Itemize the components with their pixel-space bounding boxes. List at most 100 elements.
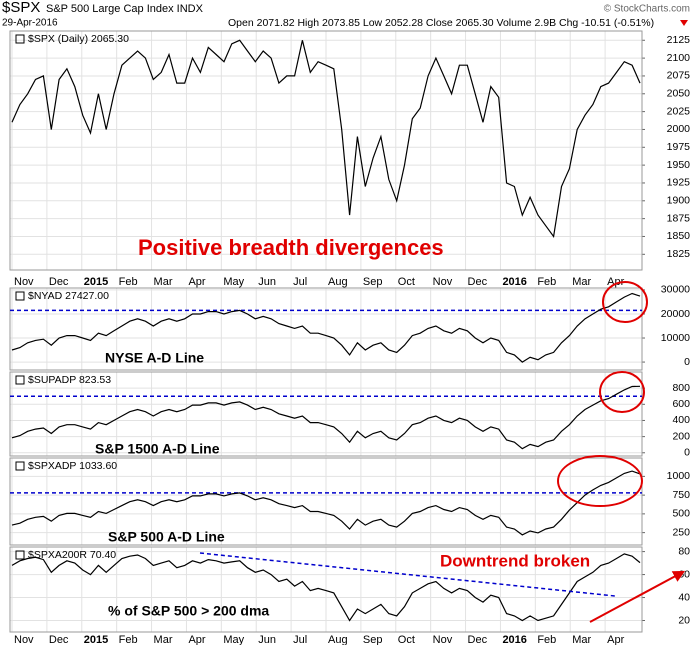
y-tick-label: 1850 [667,230,691,242]
y-tick-label: 1925 [667,177,691,189]
y-tick-label: 400 [672,414,690,426]
x-tick-label: Aug [328,276,348,288]
x-tick-label: Oct [398,276,415,288]
panel-frame [9,30,643,271]
x-tick-label: Jul [293,276,307,288]
x-tick-label: 2016 [502,276,526,288]
x-tick-label: Feb [119,276,138,288]
annotation: NYSE A-D Line [105,350,204,366]
mark-layer: 1825185018751900192519501975200020252050… [9,30,691,645]
series-line [11,385,641,450]
annotation: Downtrend broken [440,551,590,570]
annotation: Positive breadth divergences [138,235,444,260]
down-arrow [680,20,688,26]
quote: Open 2071.82 High 2073.85 Low 2052.28 Cl… [228,17,654,29]
legend-swatch [15,461,25,471]
y-tick-label: 2050 [667,88,691,100]
y-tick-label: 1950 [667,159,691,171]
annotation: S&P 1500 A-D Line [95,441,220,457]
x-tick-label: Feb [537,634,556,645]
symbol: $SPX [2,0,40,16]
y-tick-label: 2000 [667,123,691,135]
series-line [11,470,641,536]
y-tick-label: 10000 [661,332,690,344]
x-tick-label: 2015 [84,634,108,645]
legend-swatch [15,34,25,44]
y-tick-label: 0 [684,356,690,368]
y-tick-label: 20000 [661,308,690,320]
y-tick-label: 1900 [667,195,691,207]
legend: $NYAD 27427.00 [28,290,109,302]
panel-frame [9,287,643,371]
x-tick-label: Apr [607,634,624,645]
y-tick-label: 1000 [667,470,691,482]
x-tick-label: Sep [363,634,383,645]
y-tick-label: 200 [672,430,690,442]
y-tick-label: 80 [678,545,690,557]
y-tick-label: 1825 [667,248,691,260]
highlight-circle [599,371,645,413]
credit: © StockCharts.com [604,4,690,15]
y-tick-label: 800 [672,382,690,394]
y-tick-label: 40 [678,591,690,603]
x-tick-label: Apr [607,276,624,288]
x-tick-label: Nov [433,634,453,645]
series-line [11,39,641,239]
series-line [11,553,641,622]
legend: $SPX (Daily) 2065.30 [28,33,129,45]
x-tick-label: May [223,276,244,288]
x-tick-label: Feb [537,276,556,288]
y-tick-label: 2025 [667,105,691,117]
y-tick-label: 2075 [667,70,691,82]
x-tick-label: Apr [188,634,205,645]
x-tick-label: Mar [154,276,173,288]
x-tick-label: Oct [398,634,415,645]
x-tick-label: Sep [363,276,383,288]
y-tick-label: 500 [672,508,690,520]
x-tick-label: Jun [258,634,276,645]
y-tick-label: 0 [684,447,690,459]
x-tick-label: Dec [49,276,69,288]
y-tick-label: 1975 [667,141,691,153]
y-tick-label: 30000 [661,284,690,296]
date: 29-Apr-2016 [2,18,58,29]
panel-frame [9,457,643,546]
legend: $SPXADP 1033.60 [28,460,117,472]
highlight-circle [602,281,648,323]
panel-frame [9,371,643,457]
x-tick-label: Mar [154,634,173,645]
y-tick-label: 250 [672,526,690,538]
x-tick-label: Nov [14,634,34,645]
y-tick-label: 600 [672,398,690,410]
x-tick-label: Jul [293,634,307,645]
index-name: S&P 500 Large Cap Index INDX [46,3,204,15]
legend: $SUPADP 823.53 [28,374,111,386]
x-tick-label: Jun [258,276,276,288]
y-tick-label: 2100 [667,52,691,64]
x-tick-label: Apr [188,276,205,288]
x-tick-label: Aug [328,634,348,645]
highlight-circle [557,455,643,507]
legend-swatch [15,291,25,301]
x-tick-label: Dec [49,634,69,645]
x-tick-label: Nov [14,276,34,288]
x-tick-label: 2015 [84,276,108,288]
legend: $SPXA200R 70.40 [28,549,116,561]
x-tick-label: Dec [468,634,488,645]
x-tick-label: Dec [468,276,488,288]
arrow [589,570,686,623]
y-tick-label: 2125 [667,34,691,46]
x-tick-label: Feb [119,634,138,645]
y-tick-label: 1875 [667,212,691,224]
legend-swatch [15,550,25,560]
x-tick-label: May [223,634,244,645]
x-tick-label: Mar [572,634,591,645]
x-tick-label: Nov [433,276,453,288]
x-tick-label: Mar [572,276,591,288]
x-tick-label: 2016 [502,634,526,645]
series-line [11,292,641,363]
annotation: % of S&P 500 > 200 dma [108,603,269,619]
legend-swatch [15,375,25,385]
panel-frame [9,546,643,633]
